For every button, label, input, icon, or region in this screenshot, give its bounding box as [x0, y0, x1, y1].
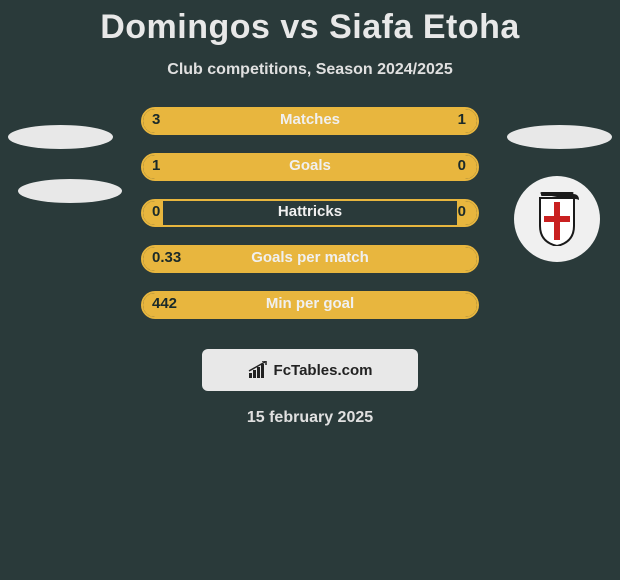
stat-label: Min per goal — [141, 295, 479, 312]
subtitle: Club competitions, Season 2024/2025 — [0, 61, 620, 79]
comparison-card: Domingos vs Siafa Etoha Club competition… — [0, 0, 620, 427]
stat-row: 31Matches — [0, 107, 620, 153]
stat-row: 0.33Goals per match — [0, 245, 620, 291]
comparison-bars: 31Matches10Goals00Hattricks0.33Goals per… — [0, 107, 620, 337]
footer-label: FcTables.com — [274, 362, 373, 379]
date-label: 15 february 2025 — [0, 409, 620, 427]
stat-row: 442Min per goal — [0, 291, 620, 337]
footer-attribution[interactable]: FcTables.com — [202, 349, 418, 391]
stat-label: Matches — [141, 111, 479, 128]
bars-icon — [248, 361, 270, 379]
stat-label: Hattricks — [141, 203, 479, 220]
stat-row: 10Goals — [0, 153, 620, 199]
page-title: Domingos vs Siafa Etoha — [0, 8, 620, 47]
stat-label: Goals per match — [141, 249, 479, 266]
stat-label: Goals — [141, 157, 479, 174]
stat-row: 00Hattricks — [0, 199, 620, 245]
